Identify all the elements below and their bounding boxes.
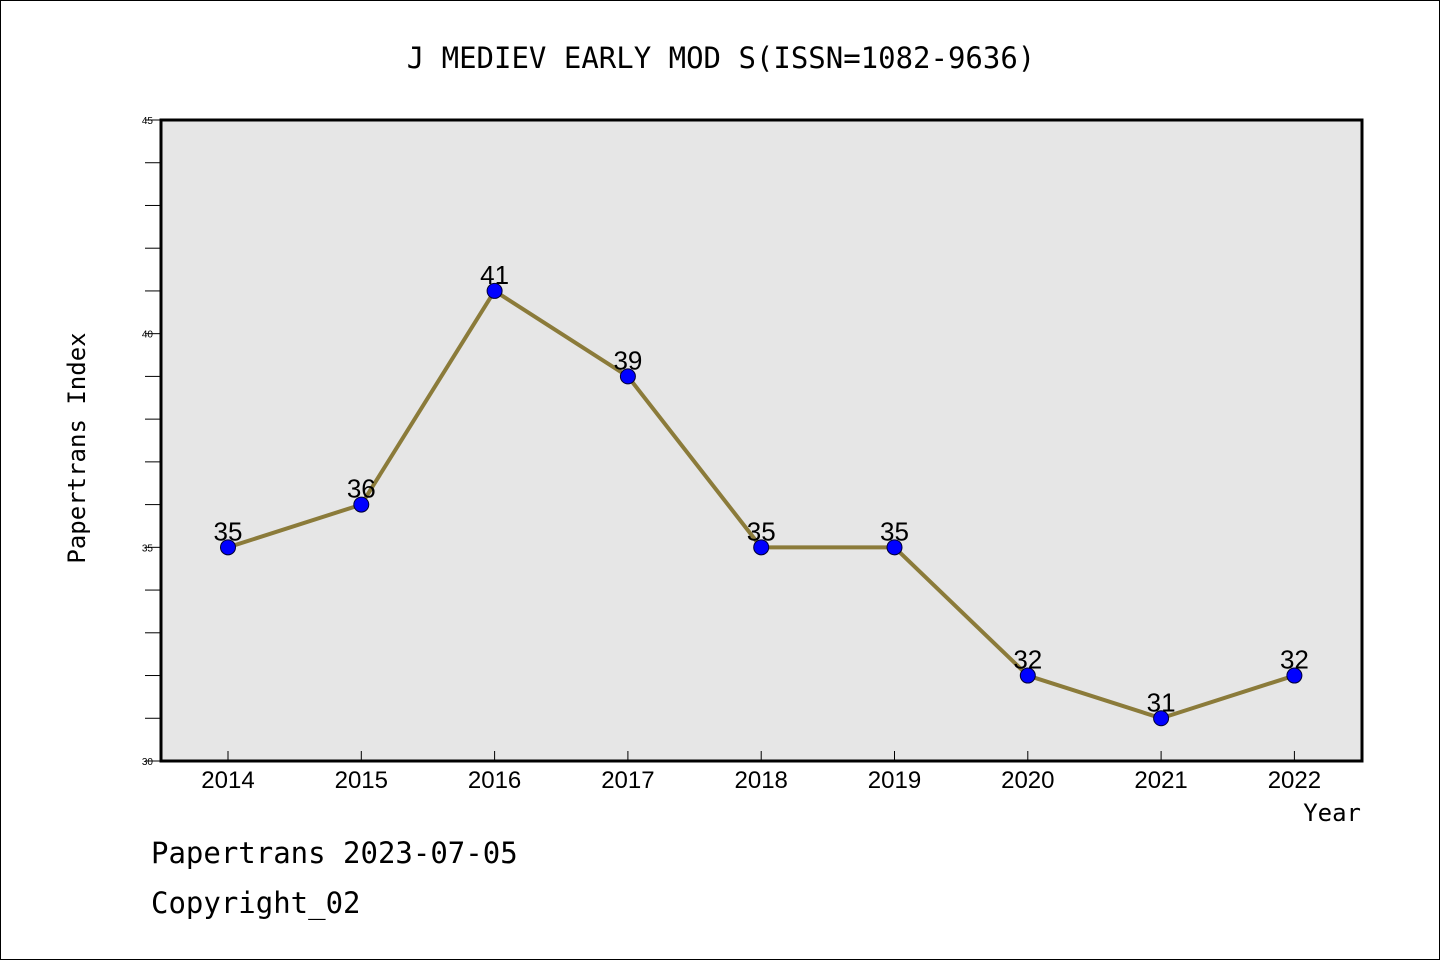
data-label: 35 <box>880 516 909 546</box>
x-tick-label: 2015 <box>335 767 388 794</box>
y-axis-label: Papertrans Index <box>63 332 91 563</box>
footer-copyright-text: Copyright_02 <box>151 886 361 920</box>
data-point <box>353 496 370 513</box>
x-tick-label: 2021 <box>1134 767 1187 794</box>
plot-area <box>159 118 1364 763</box>
x-axis: 2014 2015 2016 2017 2018 2019 2020 2021 2022 <box>201 751 1321 794</box>
data-point <box>1153 710 1170 727</box>
data-point <box>486 282 503 299</box>
x-tick-label: 2018 <box>735 767 788 794</box>
series-markers <box>220 282 1303 727</box>
chart-title: J MEDIEV EARLY MOD S(ISSN=1082-9636) <box>407 41 1036 75</box>
data-point <box>1286 667 1303 684</box>
data-label: 36 <box>347 474 376 504</box>
x-tick-label: 2016 <box>468 767 521 794</box>
data-point <box>753 539 770 556</box>
data-label: 35 <box>214 516 243 546</box>
x-tick-label: 2017 <box>601 767 654 794</box>
x-tick-label: 2020 <box>1001 767 1054 794</box>
data-label: 35 <box>747 516 776 546</box>
data-label: 39 <box>613 345 642 375</box>
x-axis-label: Year <box>1303 799 1361 827</box>
x-tick-label: 2014 <box>201 767 254 794</box>
y-axis: 30 35 40 45 <box>142 116 161 768</box>
data-point <box>886 539 903 556</box>
y-tick-label: 45 <box>142 116 154 127</box>
data-point <box>220 539 236 556</box>
data-point <box>619 368 636 385</box>
y-tick-label: 35 <box>142 543 154 554</box>
x-tick-label: 2022 <box>1268 767 1321 794</box>
data-label: 41 <box>480 260 509 290</box>
data-labels: 35 36 41 39 35 35 32 31 32 <box>214 260 1309 717</box>
y-tick-label: 40 <box>142 330 154 341</box>
y-tick-label: 30 <box>142 757 154 768</box>
data-label: 32 <box>1280 645 1309 675</box>
data-point <box>1019 667 1036 684</box>
data-label: 32 <box>1013 645 1042 675</box>
x-tick-label: 2019 <box>868 767 921 794</box>
data-label: 31 <box>1147 687 1176 717</box>
footer-date-text: Papertrans 2023-07-05 <box>151 836 518 870</box>
